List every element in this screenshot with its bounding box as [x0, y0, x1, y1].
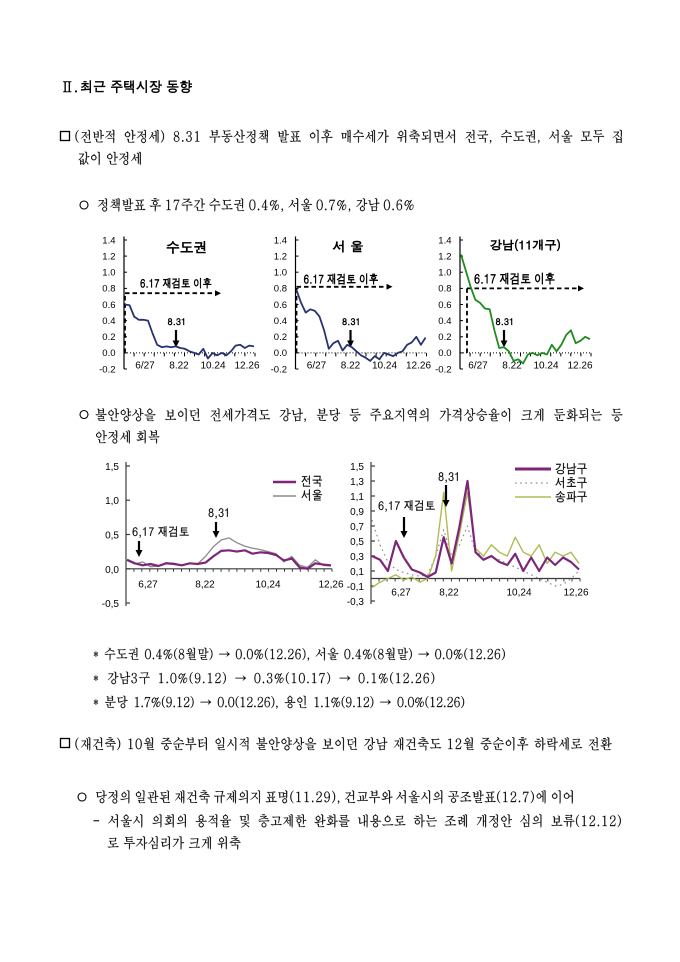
svg-text:-0,1: -0,1: [347, 582, 365, 593]
svg-text:6/27: 6/27: [307, 361, 327, 372]
svg-text:1,5: 1,5: [105, 462, 119, 473]
svg-text:1.4: 1.4: [102, 235, 115, 246]
svg-text:1.2: 1.2: [274, 251, 287, 262]
svg-text:6/27: 6/27: [468, 361, 488, 372]
svg-text:1.4: 1.4: [438, 235, 451, 246]
svg-text:8.22: 8.22: [169, 361, 189, 372]
svg-text:1.0: 1.0: [274, 268, 287, 279]
svg-text:-0,3: -0,3: [347, 597, 365, 608]
svg-text:1,3: 1,3: [350, 477, 364, 488]
svg-text:0.6: 0.6: [102, 300, 115, 311]
svg-text:0,0: 0,0: [105, 565, 119, 576]
svg-text:0,5: 0,5: [350, 537, 364, 548]
svg-text:10.24: 10.24: [533, 361, 558, 372]
svg-text:1.4: 1.4: [274, 235, 287, 246]
svg-text:6,27: 6,27: [138, 580, 158, 591]
svg-text:0.4: 0.4: [274, 316, 287, 327]
svg-text:1.2: 1.2: [102, 251, 115, 262]
svg-text:0.2: 0.2: [274, 332, 287, 343]
svg-text:0.0: 0.0: [102, 348, 115, 359]
svg-text:0.2: 0.2: [102, 332, 115, 343]
svg-text:0.0: 0.0: [274, 348, 287, 359]
svg-text:0.8: 0.8: [274, 284, 287, 295]
svg-text:0.6: 0.6: [438, 300, 451, 311]
svg-text:1.0: 1.0: [438, 268, 451, 279]
svg-text:6/27: 6/27: [135, 361, 155, 372]
svg-text:0.0: 0.0: [438, 348, 451, 359]
svg-text:1,0: 1,0: [105, 496, 119, 507]
svg-text:8.22: 8.22: [341, 361, 361, 372]
svg-text:1,1: 1,1: [350, 492, 364, 503]
svg-text:10,24: 10,24: [255, 580, 280, 591]
svg-text:-0.2: -0.2: [435, 364, 451, 375]
svg-text:1.0: 1.0: [102, 268, 115, 279]
svg-text:0.2: 0.2: [438, 332, 451, 343]
svg-text:0.4: 0.4: [102, 316, 115, 327]
svg-text:0.4: 0.4: [438, 316, 451, 327]
svg-text:1,5: 1,5: [350, 462, 364, 473]
svg-text:12,26: 12,26: [318, 580, 343, 591]
svg-text:0.8: 0.8: [102, 284, 115, 295]
svg-text:-0.2: -0.2: [99, 364, 115, 375]
svg-text:0,3: 0,3: [350, 552, 364, 563]
svg-text:12.26: 12.26: [406, 361, 431, 372]
svg-text:0.6: 0.6: [274, 300, 287, 311]
svg-text:-0.2: -0.2: [271, 364, 287, 375]
svg-text:0.8: 0.8: [438, 284, 451, 295]
svg-text:10.24: 10.24: [372, 361, 397, 372]
svg-text:10,24: 10,24: [506, 588, 531, 599]
svg-text:8,22: 8,22: [195, 580, 215, 591]
svg-text:10.24: 10.24: [200, 361, 225, 372]
svg-text:-0,5: -0,5: [102, 599, 120, 610]
svg-text:0,5: 0,5: [105, 531, 119, 542]
svg-text:12,26: 12,26: [563, 588, 588, 599]
svg-text:1.2: 1.2: [438, 251, 451, 262]
svg-text:0,1: 0,1: [350, 567, 364, 578]
svg-text:8.22: 8.22: [502, 361, 522, 372]
svg-text:8,22: 8,22: [439, 588, 459, 599]
svg-text:6,27: 6,27: [391, 588, 411, 599]
svg-text:0,7: 0,7: [350, 522, 364, 533]
svg-text:0,9: 0,9: [350, 507, 364, 518]
svg-text:12.26: 12.26: [234, 361, 259, 372]
svg-text:12.26: 12.26: [567, 361, 592, 372]
